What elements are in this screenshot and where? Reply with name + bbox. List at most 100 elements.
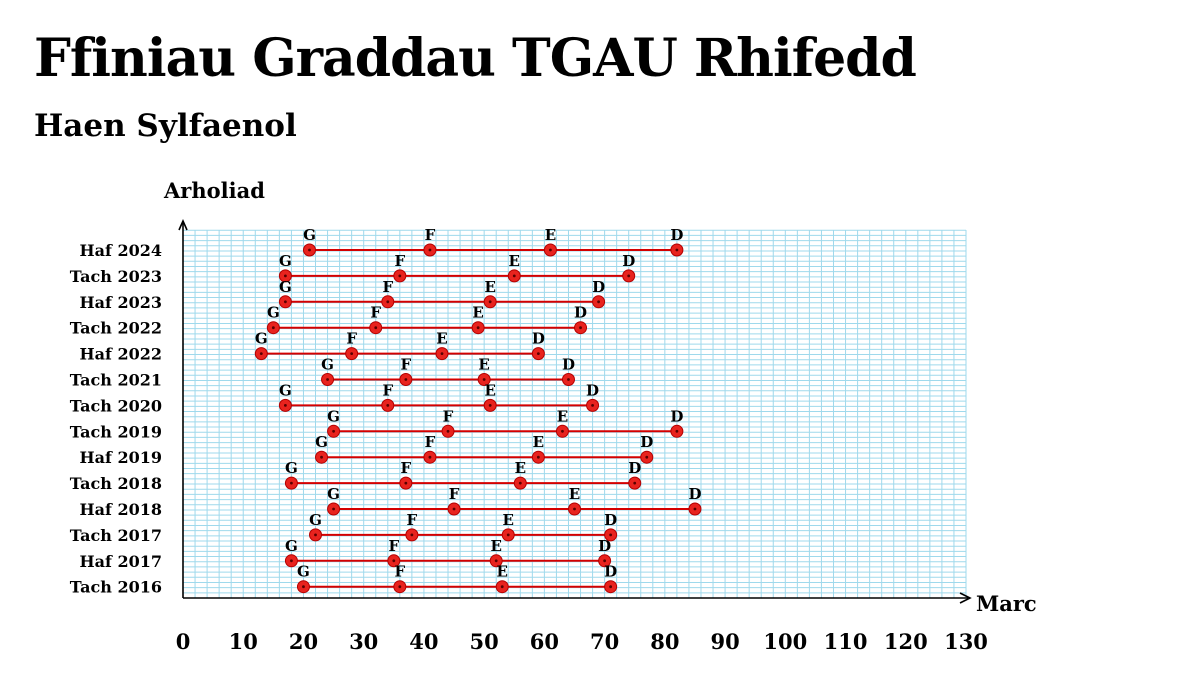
grade-label-e: E xyxy=(503,511,514,529)
y-tick-label: Tach 2020 xyxy=(70,396,162,415)
grade-label-g: G xyxy=(303,226,316,244)
grade-point-center xyxy=(386,300,390,304)
grade-label-f: F xyxy=(425,226,436,244)
grade-point-center xyxy=(591,404,594,407)
grade-point-center xyxy=(452,507,456,511)
x-tick-label: 10 xyxy=(229,629,258,654)
grade-label-f: F xyxy=(443,407,454,425)
grade-label-f: F xyxy=(449,485,460,503)
y-tick-label: Tach 2018 xyxy=(70,474,162,493)
grade-point-center xyxy=(428,248,432,252)
x-tick-label: 100 xyxy=(763,629,807,654)
x-tick-label: 30 xyxy=(349,629,378,654)
grade-label-e: E xyxy=(472,304,483,322)
y-axis-arrow xyxy=(178,219,188,231)
grade-label-g: G xyxy=(279,381,292,399)
grade-point-center xyxy=(332,507,335,511)
grade-label-f: F xyxy=(407,511,418,529)
y-tick-labels: Haf 2024 Tach 2023 Haf 2023 Tach 2022 Haf 20… xyxy=(70,241,162,597)
x-tick-label: 50 xyxy=(470,629,499,654)
grade-label-g: G xyxy=(279,278,292,296)
grade-point-center xyxy=(308,248,311,252)
grade-label-e: E xyxy=(484,278,495,296)
grade-point-center xyxy=(494,559,498,563)
x-tick-label: 40 xyxy=(409,629,438,654)
x-tick-label: 20 xyxy=(289,629,318,654)
grade-label-f: F xyxy=(395,252,406,270)
grade-label-f: F xyxy=(382,278,393,296)
y-tick-label: Haf 2018 xyxy=(80,500,162,519)
grade-point-center xyxy=(603,559,607,563)
grade-label-e: E xyxy=(557,407,568,425)
grade-label-d: D xyxy=(562,356,575,374)
grade-label-e: E xyxy=(478,356,489,374)
y-tick-label: Tach 2019 xyxy=(70,422,162,441)
y-axis-title: Arholiad xyxy=(163,178,265,203)
grade-label-e: E xyxy=(515,459,526,477)
chart-axes xyxy=(178,219,972,604)
grade-point-center xyxy=(392,559,396,563)
grade-label-e: E xyxy=(545,226,556,244)
grade-label-e: E xyxy=(436,330,447,348)
y-tick-label: Haf 2023 xyxy=(80,293,162,312)
grade-point-center xyxy=(476,326,480,330)
x-tick-label: 90 xyxy=(710,629,739,654)
y-tick-label: Tach 2017 xyxy=(70,526,162,545)
grade-point-center xyxy=(404,481,408,485)
grade-point-center xyxy=(410,533,414,537)
y-tick-label: Haf 2022 xyxy=(80,345,162,364)
grade-point-center xyxy=(549,248,552,252)
grade-point-center xyxy=(271,326,275,330)
x-tick-labels: 0 10 20 30 40 50 60 70 80 90 100 110 120 130 xyxy=(176,629,988,654)
grade-label-g: G xyxy=(297,563,310,581)
grade-point-center xyxy=(320,455,323,459)
y-tick-label: Tach 2016 xyxy=(70,578,162,597)
grade-point-center xyxy=(488,300,492,304)
grade-point-center xyxy=(573,507,576,511)
grade-point-center xyxy=(386,404,390,407)
grade-label-g: G xyxy=(285,459,298,477)
grade-point-center xyxy=(440,352,444,355)
grade-label-f: F xyxy=(382,381,393,399)
grade-point-center xyxy=(283,274,287,278)
grade-label-f: F xyxy=(370,304,381,322)
grade-label-f: F xyxy=(401,356,412,374)
grade-point-center xyxy=(561,429,564,433)
grade-point-center xyxy=(428,455,432,459)
grade-point-center xyxy=(398,274,402,278)
grade-point-center xyxy=(500,585,504,589)
grade-point-center xyxy=(314,533,317,537)
grade-point-center xyxy=(283,300,287,304)
x-tick-label: 80 xyxy=(650,629,679,654)
grade-point-center xyxy=(259,352,263,355)
chart-series: G F E DG F E DG F E DG F E DG F E DG F E DG F E DG F E DG F E DG F E D… xyxy=(254,226,701,594)
grade-point-center xyxy=(290,559,293,563)
grade-label-e: E xyxy=(484,381,495,399)
grade-point-center xyxy=(283,404,287,407)
grade-point-center xyxy=(609,585,613,589)
grade-point-center xyxy=(350,352,354,355)
grade-label-e: E xyxy=(533,433,544,451)
page-title: Ffiniau Graddau TGAU Rhifedd xyxy=(34,28,917,89)
grade-label-g: G xyxy=(285,537,298,555)
x-tick-label: 120 xyxy=(884,629,928,654)
x-tick-label: 110 xyxy=(824,629,868,654)
grade-point-center xyxy=(645,455,649,459)
grade-label-d: D xyxy=(604,563,617,581)
grade-label-d: D xyxy=(604,511,617,529)
y-tick-label: Tach 2023 xyxy=(70,267,162,286)
x-tick-label: 130 xyxy=(944,629,988,654)
grade-label-f: F xyxy=(395,563,406,581)
y-tick-label: Haf 2019 xyxy=(80,448,162,467)
grade-label-e: E xyxy=(509,252,520,270)
